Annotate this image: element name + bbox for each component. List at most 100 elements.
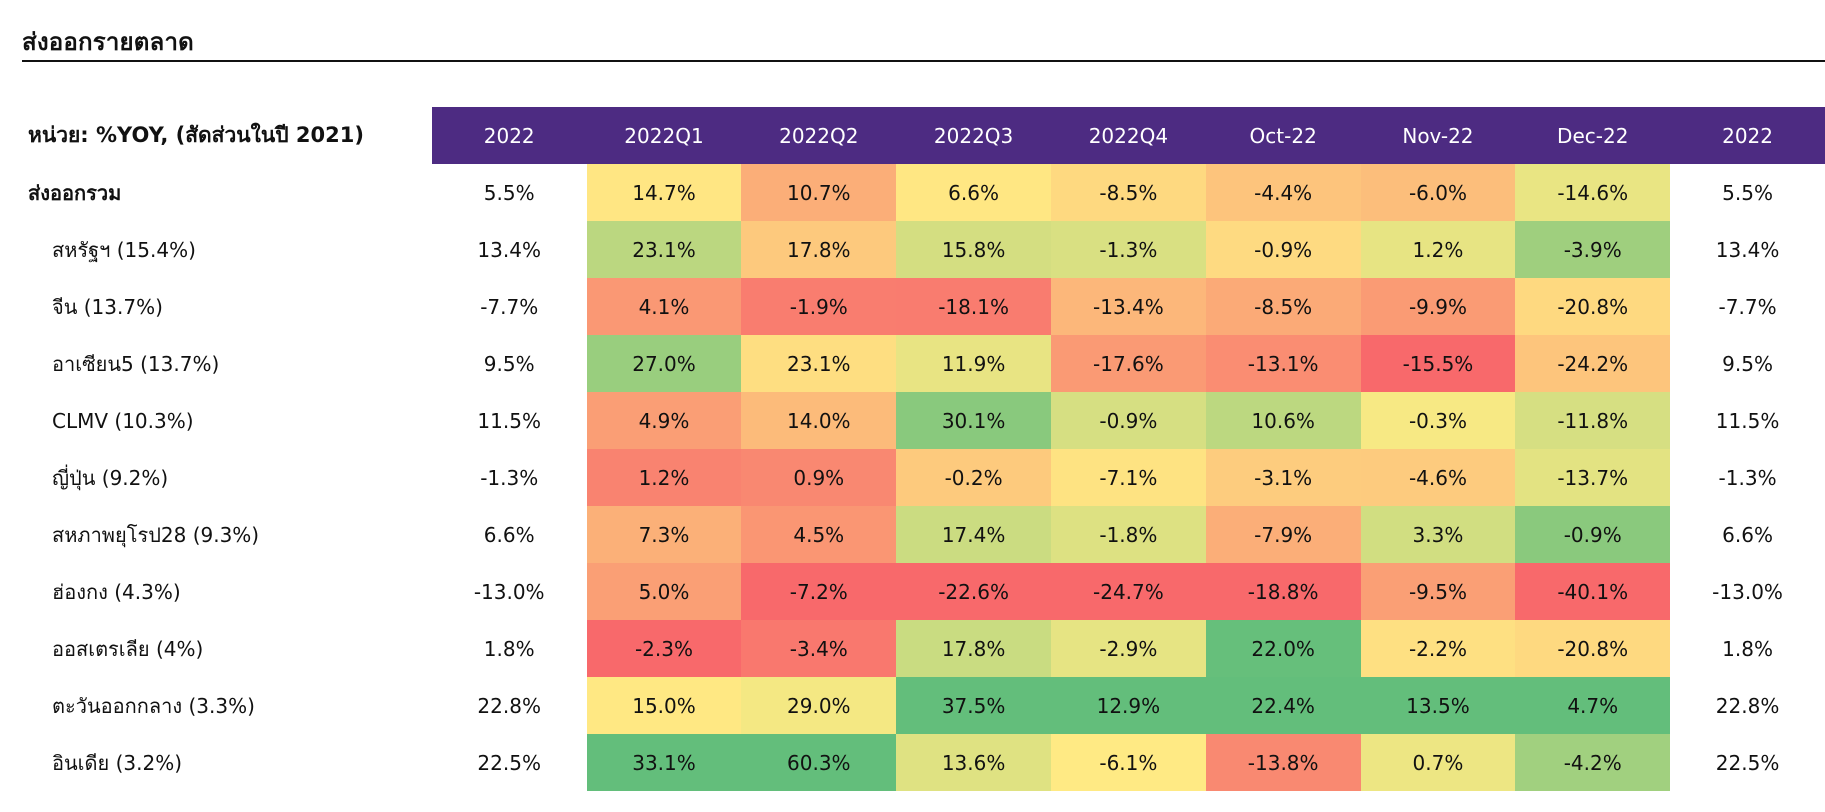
table-row: อาเซียน5 (13.7%) 9.5% 27.0% 23.1% 11.9% -17.6… — [22, 335, 1825, 392]
value-cell: -7.7% — [480, 294, 539, 319]
value-cell: 27.0% — [586, 335, 742, 392]
value-cell: -0.9% — [1515, 506, 1671, 563]
row-label: อาเซียน5 (13.7%) — [52, 351, 220, 376]
value-cell: 3.3% — [1360, 506, 1516, 563]
value-cell: 15.8% — [896, 221, 1051, 278]
table-row: ตะวันออกกลาง (3.3%) 22.8% 15.0% 29.0% 37.5% 1… — [22, 677, 1825, 734]
value-cell: -9.5% — [1360, 563, 1516, 620]
value-cell: 15.0% — [586, 677, 742, 734]
value-cell: -1.3% — [1050, 221, 1206, 278]
value-cell: -13.1% — [1205, 335, 1361, 392]
value-cell: 11.9% — [896, 335, 1051, 392]
value-cell: 13.5% — [1360, 677, 1516, 734]
value-cell: -8.5% — [1205, 278, 1361, 335]
value-cell: 22.0% — [1205, 620, 1361, 677]
table-row: สหภาพยุโรป28 (9.3%) 6.6% 7.3% 4.5% 17.4% -1.8… — [22, 506, 1825, 563]
col-header: 2022Q1 — [586, 107, 742, 164]
unit-label: หน่วย: %YOY, (สัดส่วนในปี 2021) — [28, 123, 364, 147]
value-cell: -15.5% — [1360, 335, 1516, 392]
value-cell: -18.8% — [1205, 563, 1361, 620]
row-label: ตะวันออกกลาง (3.3%) — [52, 693, 255, 718]
value-cell: -1.3% — [1718, 465, 1777, 490]
value-cell: 17.8% — [741, 221, 897, 278]
value-cell: -13.8% — [1205, 734, 1361, 791]
value-cell: 5.5% — [1722, 180, 1773, 205]
value-cell: 5.0% — [586, 563, 742, 620]
value-cell: 22.8% — [1715, 693, 1780, 718]
value-cell: -3.9% — [1515, 221, 1671, 278]
value-cell: -7.2% — [741, 563, 897, 620]
value-cell: 9.5% — [483, 351, 535, 376]
value-cell: 7.3% — [586, 506, 742, 563]
value-cell: 4.9% — [586, 392, 742, 449]
value-cell: 13.4% — [477, 237, 541, 262]
table-row: CLMV (10.3%) 11.5% 4.9% 14.0% 30.1% -0.9% 10.6… — [22, 392, 1825, 449]
value-cell: -24.2% — [1515, 335, 1671, 392]
row-label: CLMV (10.3%) — [52, 408, 194, 433]
export-by-market-table: หน่วย: %YOY, (สัดส่วนในปี 2021) 2022 202… — [22, 107, 1825, 791]
row-label: ออสเตรเลีย (4%) — [52, 636, 204, 661]
table-row: ฮ่องกง (4.3%) -13.0% 5.0% -7.2% -22.6% -24.7%… — [22, 563, 1825, 620]
value-cell: -40.1% — [1515, 563, 1671, 620]
value-cell: 22.5% — [1715, 750, 1780, 775]
table-row: สหรัฐฯ (15.4%) 13.4% 23.1% 17.8% 15.8% -1.3% -… — [22, 221, 1825, 278]
value-cell: 13.6% — [896, 734, 1051, 791]
value-cell: 1.2% — [1360, 221, 1516, 278]
value-cell: -7.7% — [1718, 294, 1777, 319]
table-row: ออสเตรเลีย (4%) 1.8% -2.3% -3.4% 17.8% -2.9% 2… — [22, 620, 1825, 677]
value-cell: 29.0% — [741, 677, 897, 734]
value-cell: 6.6% — [896, 164, 1051, 221]
value-cell: 4.1% — [586, 278, 742, 335]
value-cell: -20.8% — [1515, 620, 1671, 677]
value-cell: 11.5% — [477, 408, 541, 433]
value-cell: 0.9% — [741, 449, 897, 506]
value-cell: 13.4% — [1715, 237, 1780, 262]
value-cell: 22.5% — [477, 750, 541, 775]
value-cell: 9.5% — [1722, 351, 1773, 376]
col-header: Dec-22 — [1515, 107, 1671, 164]
table-row: จีน (13.7%) -7.7% 4.1% -1.9% -18.1% -13.4% -8.… — [22, 278, 1825, 335]
value-cell: 6.6% — [483, 522, 535, 547]
col-header: Oct-22 — [1205, 107, 1361, 164]
value-cell: -7.9% — [1205, 506, 1361, 563]
value-cell: -13.0% — [473, 579, 545, 604]
value-cell: 4.5% — [741, 506, 897, 563]
value-cell: 37.5% — [896, 677, 1051, 734]
value-cell: 23.1% — [741, 335, 897, 392]
value-cell: -9.9% — [1360, 278, 1516, 335]
value-cell: -18.1% — [896, 278, 1051, 335]
row-label: จีน (13.7%) — [52, 294, 163, 319]
value-cell: 1.2% — [586, 449, 742, 506]
value-cell: 14.0% — [741, 392, 897, 449]
table-row: ส่งออกรวม 5.5% 14.7% 10.7% 6.6% -8.5% -4.4% -6.… — [22, 164, 1825, 221]
value-cell: -13.4% — [1050, 278, 1206, 335]
value-cell: -0.9% — [1050, 392, 1206, 449]
row-label: อินเดีย (3.2%) — [52, 750, 182, 775]
value-cell: -4.2% — [1515, 734, 1671, 791]
col-header: 2022Q2 — [741, 107, 897, 164]
row-label: ญี่ปุ่น (9.2%) — [52, 465, 169, 490]
value-cell: -4.6% — [1360, 449, 1516, 506]
value-cell: -13.7% — [1515, 449, 1671, 506]
table-body: ส่งออกรวม 5.5% 14.7% 10.7% 6.6% -8.5% -4.4% -6.… — [22, 164, 1825, 791]
value-cell: 5.5% — [483, 180, 535, 205]
value-cell: 4.7% — [1515, 677, 1671, 734]
value-cell: 22.8% — [477, 693, 541, 718]
value-cell: -22.6% — [896, 563, 1051, 620]
header-row: หน่วย: %YOY, (สัดส่วนในปี 2021) 2022 202… — [22, 107, 1825, 164]
value-cell: 12.9% — [1050, 677, 1206, 734]
value-cell: 60.3% — [741, 734, 897, 791]
col-header: 2022 — [431, 107, 587, 164]
value-cell: -3.1% — [1205, 449, 1361, 506]
value-cell: 30.1% — [896, 392, 1051, 449]
value-cell: -20.8% — [1515, 278, 1671, 335]
title-divider — [22, 60, 1825, 62]
row-label: สหภาพยุโรป28 (9.3%) — [52, 522, 260, 547]
value-cell: -0.9% — [1205, 221, 1361, 278]
value-cell: -1.3% — [480, 465, 539, 490]
value-cell: -8.5% — [1050, 164, 1206, 221]
value-cell: -17.6% — [1050, 335, 1206, 392]
page-title: ส่งออกรายตลาด — [22, 28, 194, 56]
value-cell: -4.4% — [1205, 164, 1361, 221]
value-cell: -2.2% — [1360, 620, 1516, 677]
